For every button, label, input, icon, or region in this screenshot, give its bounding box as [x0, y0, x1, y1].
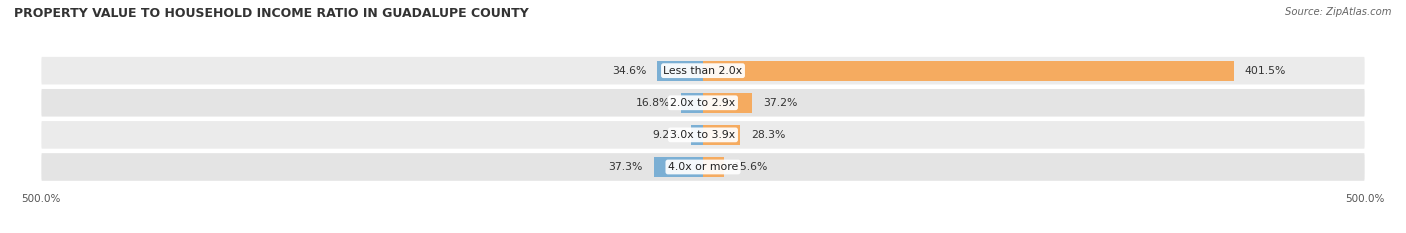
Text: 16.8%: 16.8%: [636, 98, 671, 108]
Bar: [703, 61, 1234, 81]
Text: 28.3%: 28.3%: [751, 130, 786, 140]
Text: 3.0x to 3.9x: 3.0x to 3.9x: [671, 130, 735, 140]
Text: Less than 2.0x: Less than 2.0x: [664, 66, 742, 76]
Bar: [703, 93, 752, 113]
FancyBboxPatch shape: [41, 153, 1365, 181]
Text: 15.6%: 15.6%: [734, 162, 769, 172]
Text: 37.2%: 37.2%: [763, 98, 797, 108]
Text: 401.5%: 401.5%: [1244, 66, 1286, 76]
FancyBboxPatch shape: [41, 121, 1365, 149]
Bar: [690, 125, 703, 145]
Text: PROPERTY VALUE TO HOUSEHOLD INCOME RATIO IN GUADALUPE COUNTY: PROPERTY VALUE TO HOUSEHOLD INCOME RATIO…: [14, 7, 529, 20]
FancyBboxPatch shape: [41, 89, 1365, 116]
Bar: [657, 61, 703, 81]
FancyBboxPatch shape: [41, 57, 1365, 85]
Text: 34.6%: 34.6%: [612, 66, 647, 76]
Text: 9.2%: 9.2%: [652, 130, 681, 140]
Text: 4.0x or more: 4.0x or more: [668, 162, 738, 172]
Bar: [681, 93, 703, 113]
Text: Source: ZipAtlas.com: Source: ZipAtlas.com: [1285, 7, 1392, 17]
Bar: [703, 157, 724, 177]
Text: 37.3%: 37.3%: [609, 162, 643, 172]
Text: 2.0x to 2.9x: 2.0x to 2.9x: [671, 98, 735, 108]
Bar: [703, 125, 741, 145]
Bar: [654, 157, 703, 177]
